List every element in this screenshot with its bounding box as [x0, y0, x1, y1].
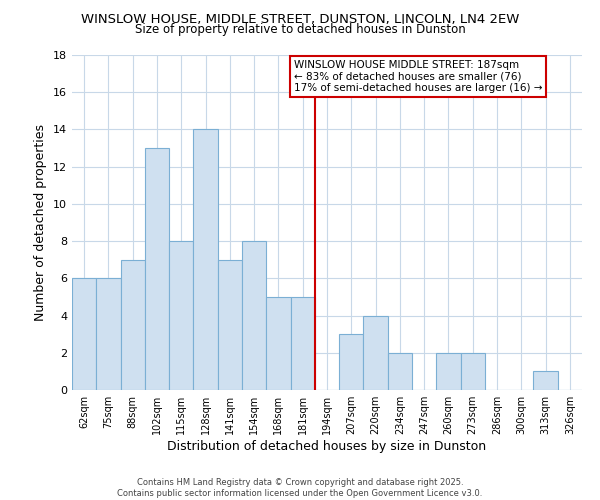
Bar	[266, 297, 290, 390]
Text: Contains HM Land Registry data © Crown copyright and database right 2025.
Contai: Contains HM Land Registry data © Crown c…	[118, 478, 482, 498]
Text: WINSLOW HOUSE, MIDDLE STREET, DUNSTON, LINCOLN, LN4 2EW: WINSLOW HOUSE, MIDDLE STREET, DUNSTON, L…	[81, 12, 519, 26]
Bar	[145, 148, 169, 390]
Bar	[364, 316, 388, 390]
Bar	[533, 372, 558, 390]
Bar	[461, 353, 485, 390]
Bar	[169, 241, 193, 390]
Bar	[290, 297, 315, 390]
Bar	[218, 260, 242, 390]
Bar	[242, 241, 266, 390]
Bar	[339, 334, 364, 390]
Bar	[436, 353, 461, 390]
Text: WINSLOW HOUSE MIDDLE STREET: 187sqm
← 83% of detached houses are smaller (76)
17: WINSLOW HOUSE MIDDLE STREET: 187sqm ← 83…	[294, 60, 542, 93]
Bar	[388, 353, 412, 390]
Bar	[121, 260, 145, 390]
X-axis label: Distribution of detached houses by size in Dunston: Distribution of detached houses by size …	[167, 440, 487, 453]
Bar	[96, 278, 121, 390]
Y-axis label: Number of detached properties: Number of detached properties	[34, 124, 47, 321]
Text: Size of property relative to detached houses in Dunston: Size of property relative to detached ho…	[134, 22, 466, 36]
Bar	[72, 278, 96, 390]
Bar	[193, 130, 218, 390]
